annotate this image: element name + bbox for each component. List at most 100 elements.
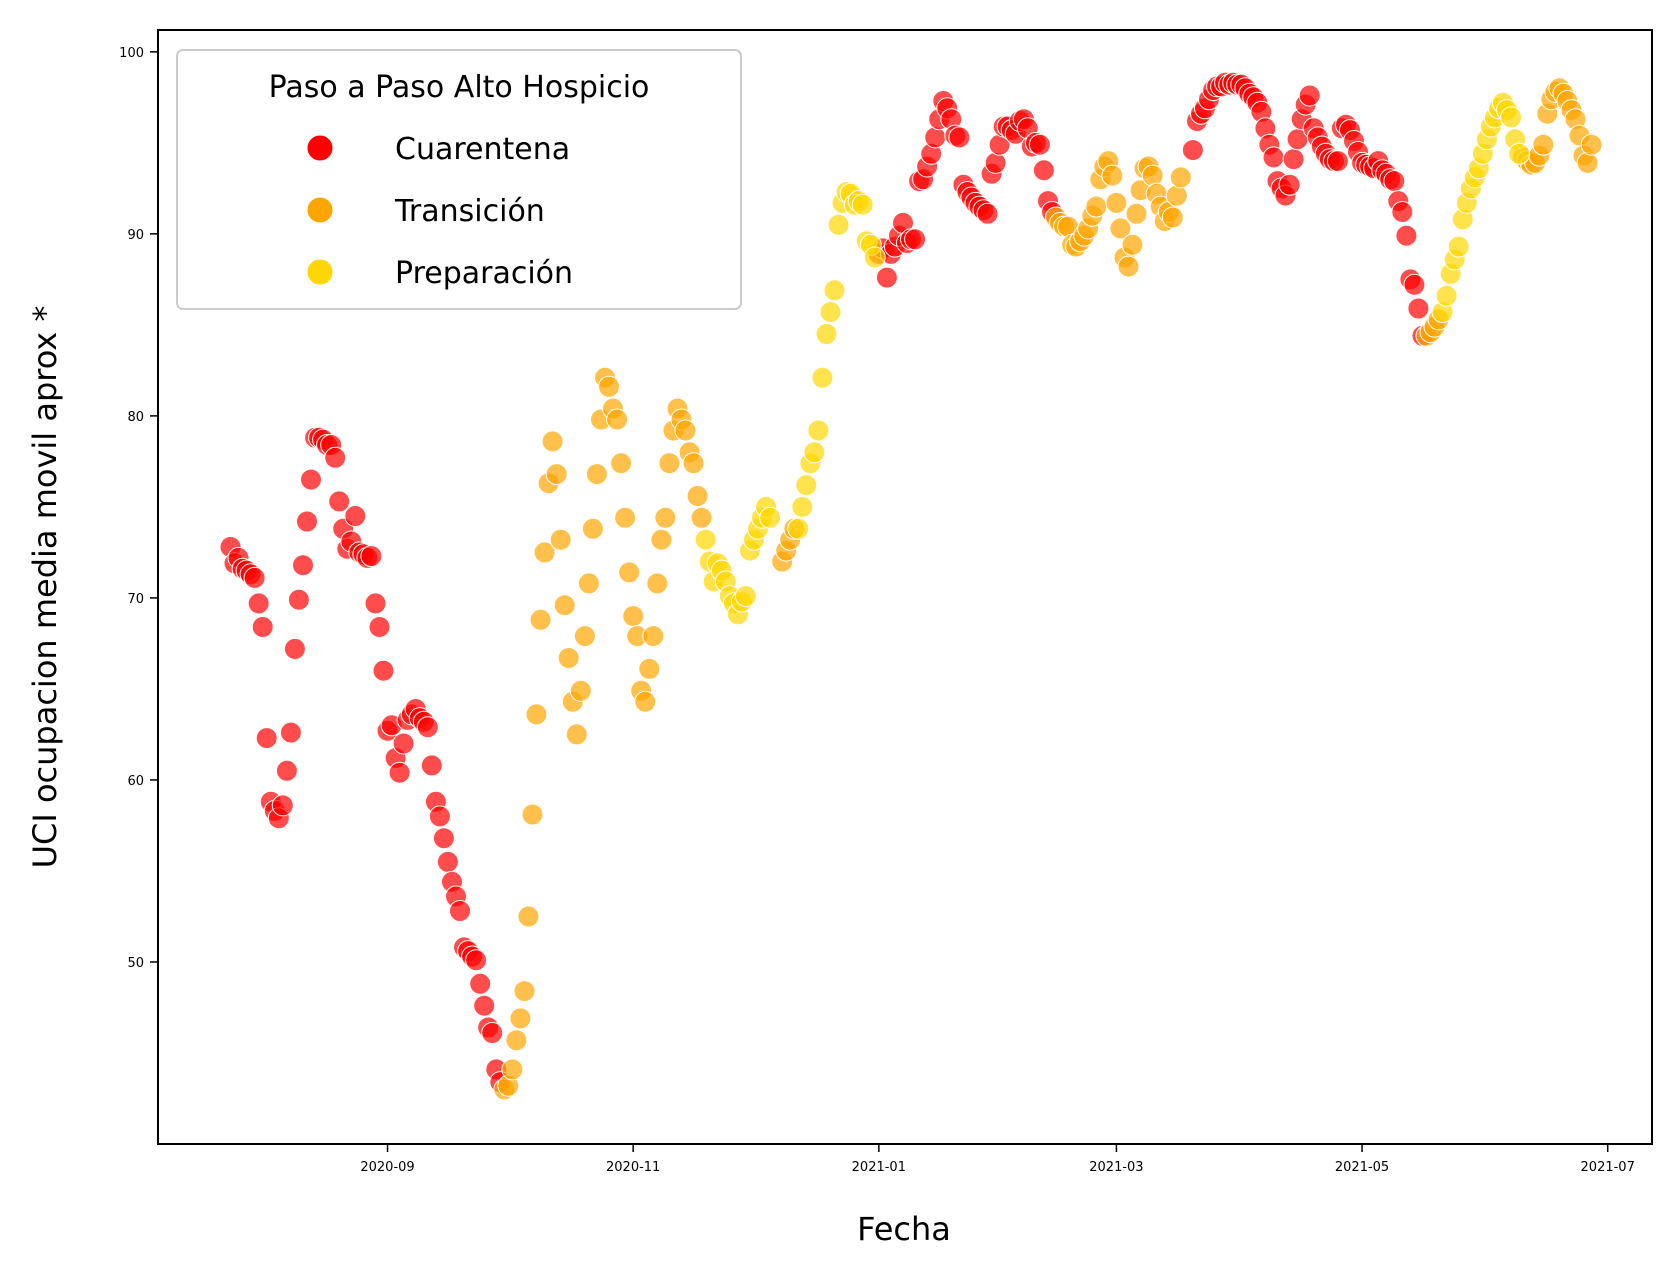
- legend-marker: [306, 196, 334, 224]
- y-tick-label: 90: [127, 228, 144, 243]
- data-point-transicion: [1125, 202, 1148, 225]
- data-point-cuarentena: [328, 490, 351, 513]
- data-point-transicion: [581, 517, 604, 540]
- legend-marker: [306, 134, 334, 162]
- data-point-transicion: [1576, 151, 1599, 174]
- data-point-cuarentena: [300, 468, 322, 491]
- x-tick-label: 2021-01: [852, 1160, 906, 1175]
- data-point-transicion: [1109, 217, 1132, 240]
- data-point-transicion: [1532, 133, 1555, 156]
- data-point-cuarentena: [1181, 139, 1204, 162]
- data-point-preparacion: [811, 366, 834, 389]
- data-point-preparacion: [863, 246, 886, 269]
- data-point-transicion: [505, 1029, 528, 1052]
- data-point-cuarentena: [1028, 133, 1051, 156]
- data-point-transicion: [614, 506, 637, 529]
- data-point-preparacion: [807, 419, 830, 442]
- data-point-cuarentena: [420, 754, 443, 777]
- y-tick-label: 80: [127, 410, 144, 425]
- data-point-cuarentena: [1298, 84, 1321, 107]
- data-point-cuarentena: [324, 446, 347, 469]
- data-point-transicion: [565, 723, 588, 746]
- data-point-transicion: [674, 419, 697, 442]
- x-axis: 2020-09 2020-11 2021-01 2021-03 2021-05 2021-…: [360, 1144, 1635, 1175]
- data-point-transicion: [682, 452, 705, 475]
- data-point-preparacion: [1508, 142, 1531, 165]
- data-point-transicion: [1105, 191, 1128, 214]
- data-point-cuarentena: [271, 794, 294, 817]
- legend-entries: Cuarentena Transición Preparación: [306, 132, 573, 291]
- data-point-cuarentena: [279, 721, 302, 744]
- data-point-preparacion: [815, 323, 838, 345]
- data-point-cuarentena: [924, 126, 947, 149]
- data-point-transicion: [1101, 164, 1124, 187]
- data-point-transicion: [529, 608, 552, 631]
- data-point-preparacion: [734, 585, 757, 608]
- legend-label: Cuarentena: [395, 132, 570, 167]
- data-point-cuarentena: [432, 827, 455, 850]
- data-point-cuarentena: [1326, 150, 1349, 173]
- data-point-transicion: [610, 452, 633, 475]
- data-point-cuarentena: [372, 659, 395, 682]
- data-point-transicion: [686, 485, 709, 507]
- data-point-preparacion: [759, 506, 782, 529]
- data-point-transicion: [573, 625, 596, 648]
- data-point-preparacion: [827, 213, 850, 236]
- data-point-preparacion: [694, 528, 717, 551]
- data-point-transicion: [513, 980, 536, 1003]
- data-point-transicion: [606, 408, 629, 431]
- plot-area-frame: [157, 29, 1653, 1145]
- data-point-cuarentena: [1032, 159, 1055, 182]
- data-point-preparacion: [819, 301, 842, 324]
- data-point-transicion: [1117, 255, 1140, 278]
- data-point-cuarentena: [1282, 148, 1305, 171]
- data-point-cuarentena: [875, 266, 898, 289]
- data-point-transicion: [622, 605, 645, 628]
- data-point-cuarentena: [1278, 173, 1301, 196]
- data-point-preparacion: [1435, 284, 1458, 307]
- data-point-transicion: [1141, 164, 1164, 187]
- data-point-transicion: [1121, 233, 1144, 256]
- data-point-transicion: [658, 452, 681, 475]
- data-point-transicion: [634, 690, 657, 713]
- data-point-transicion: [541, 430, 564, 453]
- data-point-cuarentena: [465, 949, 488, 972]
- data-point-cuarentena: [1403, 273, 1426, 296]
- data-point-transicion: [553, 594, 576, 617]
- data-point-transicion: [557, 647, 580, 669]
- legend-label: Transición: [394, 194, 545, 229]
- data-point-cuarentena: [275, 759, 298, 782]
- data-point-transicion: [690, 506, 713, 529]
- data-point-transicion: [650, 528, 673, 551]
- x-tick-label: 2021-03: [1089, 1160, 1143, 1175]
- data-point-transicion: [517, 905, 540, 928]
- data-point-transicion: [642, 625, 665, 648]
- data-point-transicion: [509, 1007, 532, 1030]
- data-point-preparacion: [1500, 106, 1523, 129]
- data-point-cuarentena: [428, 805, 451, 828]
- data-point-cuarentena: [1407, 297, 1430, 320]
- data-point-cuarentena: [1395, 224, 1418, 247]
- data-point-transicion: [1085, 195, 1108, 218]
- data-point-cuarentena: [481, 1022, 504, 1044]
- data-point-transicion: [525, 703, 548, 726]
- data-point-cuarentena: [469, 972, 492, 995]
- data-point-cuarentena: [388, 761, 411, 784]
- data-point-cuarentena: [255, 727, 278, 750]
- data-point-transicion: [577, 572, 600, 595]
- data-point-cuarentena: [976, 202, 999, 225]
- data-point-cuarentena: [1262, 146, 1285, 169]
- data-point-transicion: [501, 1058, 524, 1081]
- x-tick-label: 2020-09: [360, 1160, 414, 1175]
- points-layer: [219, 71, 1603, 1101]
- data-point-transicion: [1169, 166, 1192, 189]
- legend-box: [176, 49, 742, 310]
- data-point-cuarentena: [344, 505, 367, 527]
- data-point-transicion: [1161, 206, 1184, 229]
- y-tick-label: 70: [127, 592, 144, 607]
- data-point-transicion: [1165, 184, 1188, 207]
- data-point-cuarentena: [368, 616, 391, 638]
- data-point-cuarentena: [948, 126, 971, 149]
- data-point-preparacion: [791, 495, 814, 518]
